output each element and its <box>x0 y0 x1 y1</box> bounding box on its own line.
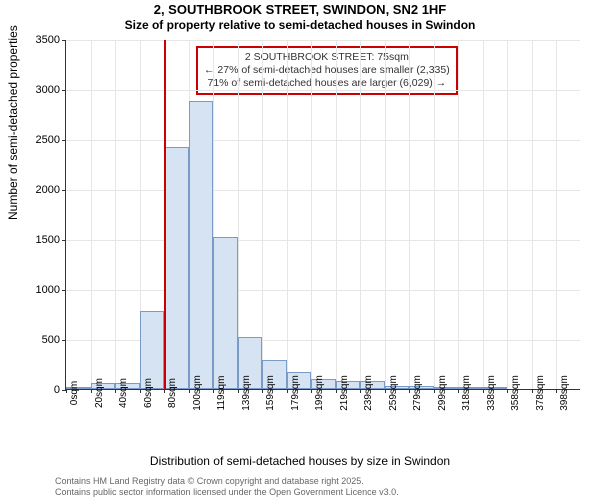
ytick-mark <box>62 240 66 241</box>
grid-line-v <box>556 40 557 389</box>
xtick-mark <box>66 389 67 393</box>
info-line-2: ← 27% of semi-detached houses are smalle… <box>204 64 450 77</box>
xtick-label: 119sqm <box>216 376 227 411</box>
xtick-label: 279sqm <box>412 375 423 411</box>
grid-line-v <box>409 40 410 389</box>
grid-line-h <box>66 90 580 91</box>
xtick-mark <box>164 389 165 393</box>
ytick-mark <box>62 290 66 291</box>
xtick-mark <box>434 389 435 393</box>
ytick-label: 2500 <box>36 134 60 146</box>
xtick-mark <box>189 389 190 393</box>
grid-line-v <box>91 40 92 389</box>
grid-line-v <box>532 40 533 389</box>
grid-line-v <box>262 40 263 389</box>
xtick-label: 159sqm <box>265 375 276 411</box>
xtick-label: 219sqm <box>339 375 350 411</box>
xtick-label: 338sqm <box>486 375 497 411</box>
xtick-mark <box>507 389 508 393</box>
xtick-mark <box>287 389 288 393</box>
grid-line-h <box>66 40 580 41</box>
ytick-mark <box>62 40 66 41</box>
ytick-label: 3500 <box>36 34 60 46</box>
plot-area: 2 SOUTHBROOK STREET: 75sqm ← 27% of semi… <box>65 40 580 390</box>
xtick-mark <box>213 389 214 393</box>
histogram-bar <box>189 101 214 389</box>
xtick-mark <box>409 389 410 393</box>
grid-line-v <box>507 40 508 389</box>
xtick-label: 299sqm <box>437 375 448 411</box>
ytick-label: 2000 <box>36 184 60 196</box>
xtick-label: 378sqm <box>535 375 546 411</box>
grid-line-v <box>311 40 312 389</box>
xtick-label: 318sqm <box>461 375 472 411</box>
grid-line-v <box>287 40 288 389</box>
y-axis-label: Number of semi-detached properties <box>6 25 20 220</box>
xtick-mark <box>458 389 459 393</box>
ytick-mark <box>62 90 66 91</box>
ytick-label: 1000 <box>36 284 60 296</box>
grid-line-v <box>360 40 361 389</box>
grid-line-h <box>66 290 580 291</box>
footer-line-1: Contains HM Land Registry data © Crown c… <box>55 476 399 487</box>
ytick-label: 1500 <box>36 234 60 246</box>
reference-line <box>164 40 166 389</box>
xtick-mark <box>262 389 263 393</box>
ytick-label: 500 <box>42 334 60 346</box>
info-line-1: 2 SOUTHBROOK STREET: 75sqm <box>204 51 450 64</box>
xtick-label: 20sqm <box>94 378 105 408</box>
xtick-label: 199sqm <box>314 375 325 411</box>
xtick-mark <box>556 389 557 393</box>
xtick-mark <box>483 389 484 393</box>
grid-line-v <box>434 40 435 389</box>
ytick-mark <box>62 190 66 191</box>
footer-attribution: Contains HM Land Registry data © Crown c… <box>55 476 399 498</box>
x-axis-label: Distribution of semi-detached houses by … <box>0 454 600 468</box>
grid-line-v <box>115 40 116 389</box>
xtick-label: 40sqm <box>118 378 129 408</box>
histogram-bar <box>213 237 238 389</box>
xtick-label: 0sqm <box>69 381 80 405</box>
grid-line-h <box>66 240 580 241</box>
grid-line-v <box>483 40 484 389</box>
xtick-mark <box>385 389 386 393</box>
ytick-label: 3000 <box>36 84 60 96</box>
xtick-label: 100sqm <box>192 375 203 411</box>
title-main: 2, SOUTHBROOK STREET, SWINDON, SN2 1HF <box>0 2 600 17</box>
grid-line-h <box>66 190 580 191</box>
xtick-label: 398sqm <box>559 375 570 411</box>
reference-info-box: 2 SOUTHBROOK STREET: 75sqm ← 27% of semi… <box>196 46 458 95</box>
ytick-label: 0 <box>54 384 60 396</box>
xtick-label: 60sqm <box>143 378 154 408</box>
ytick-mark <box>62 340 66 341</box>
footer-line-2: Contains public sector information licen… <box>55 487 399 498</box>
xtick-mark <box>140 389 141 393</box>
xtick-label: 239sqm <box>363 375 374 411</box>
xtick-label: 259sqm <box>388 375 399 411</box>
info-line-3: 71% of semi-detached houses are larger (… <box>204 77 450 90</box>
xtick-label: 139sqm <box>241 375 252 411</box>
xtick-label: 358sqm <box>510 375 521 411</box>
xtick-label: 179sqm <box>290 375 301 411</box>
xtick-mark <box>336 389 337 393</box>
grid-line-v <box>385 40 386 389</box>
grid-line-v <box>336 40 337 389</box>
ytick-mark <box>62 140 66 141</box>
grid-line-h <box>66 140 580 141</box>
chart-container: 2, SOUTHBROOK STREET, SWINDON, SN2 1HF S… <box>0 0 600 500</box>
xtick-mark <box>360 389 361 393</box>
xtick-mark <box>91 389 92 393</box>
xtick-mark <box>532 389 533 393</box>
xtick-mark <box>115 389 116 393</box>
title-sub: Size of property relative to semi-detach… <box>0 18 600 32</box>
xtick-mark <box>311 389 312 393</box>
histogram-bar <box>164 147 189 389</box>
xtick-label: 80sqm <box>167 378 178 408</box>
xtick-mark <box>238 389 239 393</box>
grid-line-v <box>458 40 459 389</box>
